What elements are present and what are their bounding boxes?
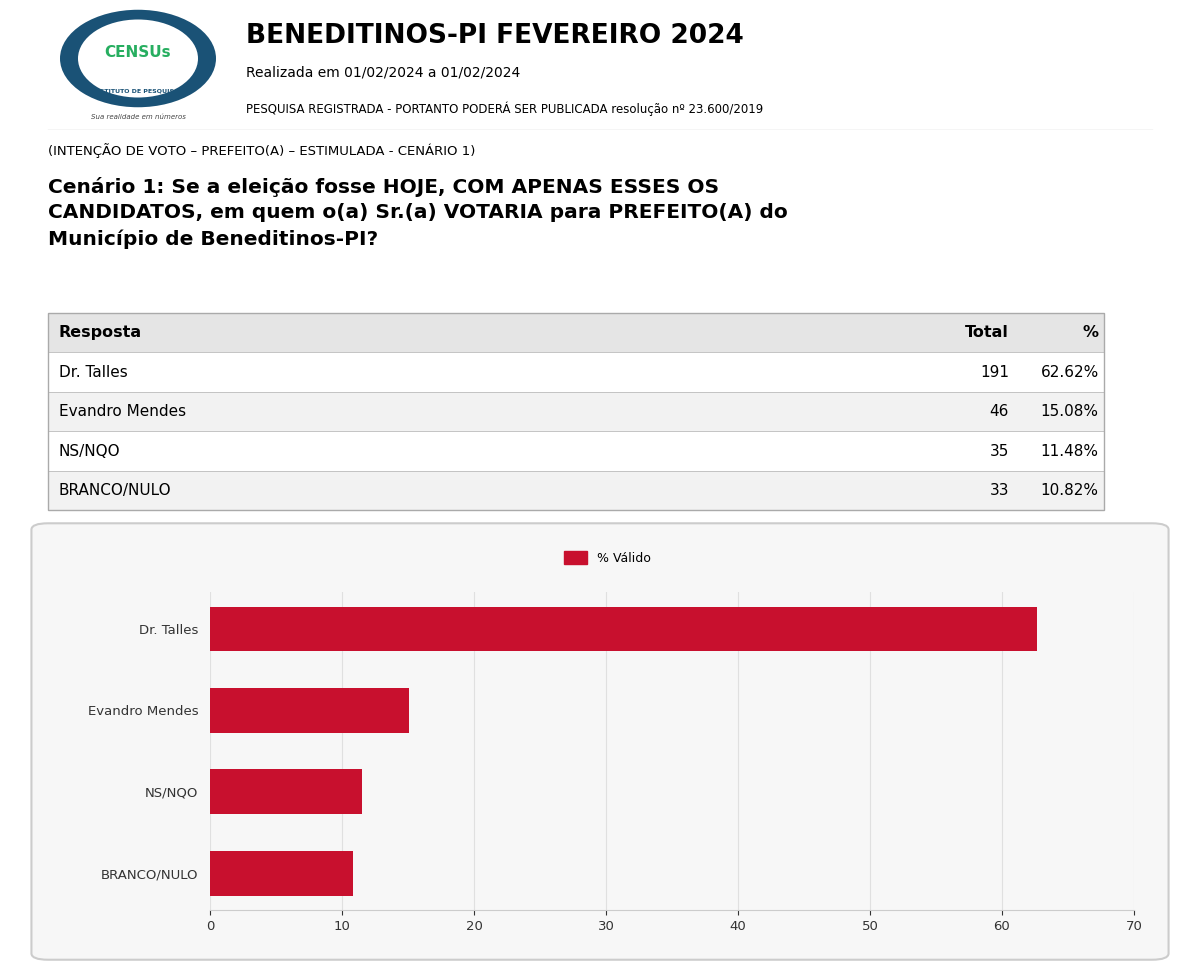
FancyBboxPatch shape: [48, 471, 1104, 510]
FancyBboxPatch shape: [48, 392, 1104, 431]
Text: CENSUs: CENSUs: [104, 44, 172, 60]
Text: Dr. Talles: Dr. Talles: [59, 365, 127, 379]
Text: BRANCO/NULO: BRANCO/NULO: [59, 483, 172, 498]
Bar: [210, 607, 1037, 651]
Text: 10.82%: 10.82%: [1040, 483, 1099, 498]
Text: 46: 46: [990, 404, 1009, 419]
Text: 33: 33: [990, 483, 1009, 498]
Text: 62.62%: 62.62%: [1040, 365, 1099, 379]
Text: 35: 35: [990, 444, 1009, 458]
Text: Cenário 1: Se a eleição fosse HOJE, COM APENAS ESSES OS
CANDIDATOS, em quem o(a): Cenário 1: Se a eleição fosse HOJE, COM …: [48, 176, 787, 248]
Bar: [210, 689, 409, 733]
Text: PESQUISA REGISTRADA - PORTANTO PODERÁ SER PUBLICADA resolução nº 23.600/2019: PESQUISA REGISTRADA - PORTANTO PODERÁ SE…: [246, 101, 763, 116]
Text: NS/NQO: NS/NQO: [59, 444, 120, 458]
FancyBboxPatch shape: [48, 431, 1104, 471]
Text: Evandro Mendes: Evandro Mendes: [59, 404, 186, 419]
Bar: [210, 769, 361, 814]
Bar: [210, 851, 353, 896]
Text: 11.48%: 11.48%: [1040, 444, 1099, 458]
Text: %: %: [1082, 325, 1099, 340]
Text: 191: 191: [980, 365, 1009, 379]
Text: 15.08%: 15.08%: [1040, 404, 1099, 419]
Text: Realizada em 01/02/2024 a 01/02/2024: Realizada em 01/02/2024 a 01/02/2024: [246, 65, 521, 79]
Ellipse shape: [78, 19, 198, 97]
Ellipse shape: [60, 10, 216, 107]
Text: INSTITUTO DE PESQUISAS: INSTITUTO DE PESQUISAS: [92, 89, 184, 93]
FancyBboxPatch shape: [31, 523, 1169, 960]
Text: (INTENÇÃO DE VOTO – PREFEITO(A) – ESTIMULADA - CENÁRIO 1): (INTENÇÃO DE VOTO – PREFEITO(A) – ESTIMU…: [48, 143, 475, 158]
Legend: % Válido: % Válido: [559, 546, 655, 570]
Text: BENEDITINOS-PI FEVEREIRO 2024: BENEDITINOS-PI FEVEREIRO 2024: [246, 23, 744, 49]
FancyBboxPatch shape: [48, 313, 1104, 352]
Text: Total: Total: [965, 325, 1009, 340]
Text: Resposta: Resposta: [59, 325, 142, 340]
FancyBboxPatch shape: [48, 352, 1104, 392]
Text: Sua realidade em números: Sua realidade em números: [90, 114, 186, 120]
